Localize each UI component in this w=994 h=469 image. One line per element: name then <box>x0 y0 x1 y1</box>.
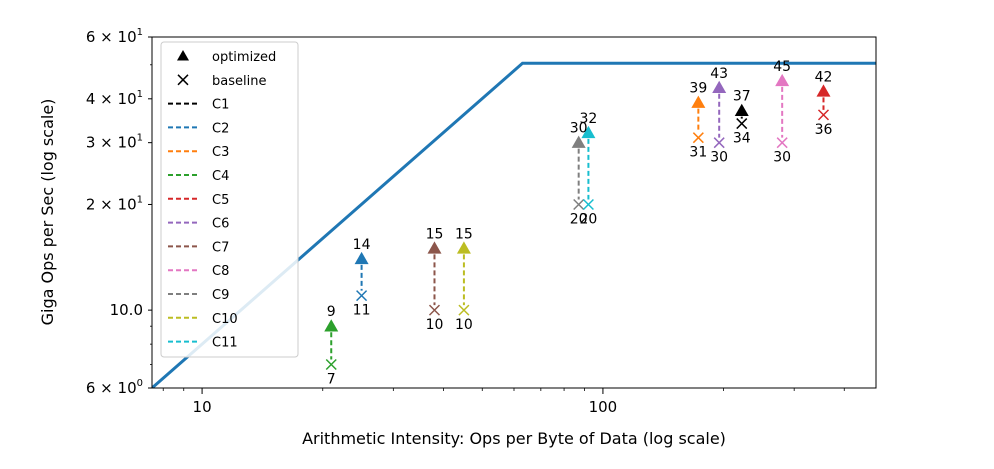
series-c9-optimized-marker <box>571 135 586 148</box>
series-c4-optimized-label: 9 <box>327 304 336 320</box>
legend-c11-label: C11 <box>212 336 238 351</box>
series-c2-optimized-label: 14 <box>353 237 371 253</box>
series-c10-optimized-marker <box>456 241 471 254</box>
series-c8-baseline-label: 30 <box>773 150 791 166</box>
series-c6-baseline-label: 30 <box>710 150 728 166</box>
legend-c2-label: C2 <box>212 121 229 136</box>
series-c4-baseline-marker <box>325 358 337 371</box>
series-c6-optimized-label: 43 <box>710 66 728 82</box>
y-tick-label: 10.0 <box>110 301 143 319</box>
legend-x-icon <box>177 74 189 86</box>
legend-box <box>160 41 299 358</box>
legend-c7-label: C7 <box>212 240 229 255</box>
y-tick-label: 6 × 100 <box>86 378 143 397</box>
series-c2-baseline-label: 11 <box>353 303 371 319</box>
series-c10-baseline-marker <box>458 304 470 316</box>
x-axis-label: Arithmetic Intensity: Ops per Byte of Da… <box>302 429 726 448</box>
legend-c10-label: C10 <box>212 312 238 327</box>
series-c5-baseline-marker <box>817 109 830 121</box>
series-c8-optimized-marker <box>775 73 790 87</box>
series-c9-baseline-label: 20 <box>570 211 588 227</box>
series-c11-baseline-marker <box>582 198 594 211</box>
legend-triangle-icon <box>177 50 189 61</box>
series-c4-baseline-label: 7 <box>327 372 336 388</box>
y-tick-label: 6 × 101 <box>86 27 143 46</box>
series-c6-optimized-marker <box>712 80 727 94</box>
series-c11-optimized-marker <box>581 125 596 139</box>
series-c3-optimized-marker <box>691 95 706 108</box>
series-c3-optimized-label: 39 <box>689 81 707 97</box>
legend-c4-label: C4 <box>212 169 229 184</box>
series-c6-baseline-marker <box>713 137 725 149</box>
series-c1-baseline-marker <box>736 118 748 130</box>
series-c7-optimized-marker <box>427 241 442 254</box>
series-c5-optimized-label: 42 <box>815 69 833 85</box>
series-c11-baseline-label: 20 <box>579 211 597 227</box>
legend-label: optimized <box>212 50 276 65</box>
series-c3-baseline-label: 31 <box>689 145 707 161</box>
y-tick-label: 4 × 101 <box>86 89 143 108</box>
series-c10-optimized-label: 15 <box>455 226 473 242</box>
x-tick-label: 10 <box>193 398 212 416</box>
legend-c5-label: C5 <box>212 193 229 208</box>
x-tick-label: 100 <box>589 398 618 416</box>
series-c9-baseline-marker <box>573 198 585 211</box>
legend-c1-label: C1 <box>212 98 229 113</box>
series-c4-optimized-marker <box>324 319 339 332</box>
series-c5-optimized-marker <box>816 84 831 97</box>
series-c2-optimized-marker <box>354 251 369 265</box>
series-c8-baseline-marker <box>776 137 788 149</box>
series-c1-baseline-label: 34 <box>733 131 751 147</box>
series-c2-baseline-marker <box>356 290 368 302</box>
data-labels: 37 34 14 11 39 31 9 7 42 36 43 30 15 10 45 30 30 20 15 10 32… <box>327 59 833 388</box>
series-c7-baseline-label: 10 <box>426 317 444 333</box>
y-axis-label: Giga Ops per Sec (log scale) <box>38 99 57 326</box>
legend-c6-label: C6 <box>212 217 229 232</box>
legend-c8-label: C8 <box>212 264 229 279</box>
series-c7-optimized-label: 15 <box>426 226 444 242</box>
legend-label: baseline <box>212 74 266 89</box>
series-c7-baseline-marker <box>428 304 441 316</box>
legend: optimized baseline C1 C2 C3 C4 C5 C6 C7 C8 C9 C10 C1… <box>160 41 299 358</box>
y-tick-label: 2 × 101 <box>86 194 143 213</box>
legend-c3-label: C3 <box>212 145 229 160</box>
y-tick-label: 3 × 101 <box>86 133 143 152</box>
series-c5-baseline-label: 36 <box>815 122 833 138</box>
legend-c9-label: C9 <box>212 288 229 303</box>
series-c1-optimized-label: 37 <box>733 89 751 105</box>
series-c9-optimized-label: 30 <box>570 121 588 137</box>
ticks: 10 100 6 × 100 10.0 2 × 101 3 × 101 4 × 101 6 ×… <box>86 27 845 416</box>
series-c1-optimized-marker <box>734 103 749 116</box>
series-c11-optimized-label: 32 <box>579 111 597 127</box>
series-c3-baseline-marker <box>692 132 704 144</box>
series-c10-baseline-label: 10 <box>455 317 473 333</box>
series-c8-optimized-label: 45 <box>773 59 791 75</box>
